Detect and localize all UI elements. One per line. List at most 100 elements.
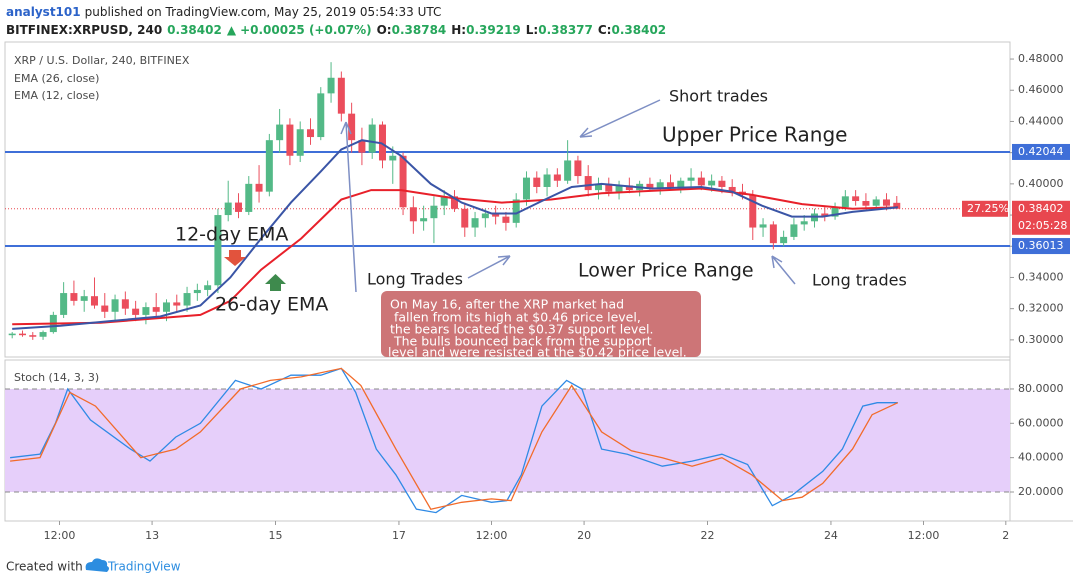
candle-body xyxy=(893,202,901,209)
annotation-arrows xyxy=(340,99,796,293)
ohlc-label: C: xyxy=(598,23,612,37)
candle-body xyxy=(337,77,345,114)
candle-body xyxy=(687,177,695,181)
candle-body xyxy=(121,299,129,309)
candle-body xyxy=(142,307,150,315)
ohlc-label: H: xyxy=(451,23,466,37)
candle-body xyxy=(286,124,294,156)
candle-body xyxy=(193,289,201,294)
candle-body xyxy=(769,224,777,244)
mark-layer xyxy=(8,62,901,514)
candle-body xyxy=(409,207,417,222)
candle-body xyxy=(461,208,469,228)
front-layer: XRP / U.S. Dollar, 240, BITFINEX EMA (26… xyxy=(6,52,1070,574)
callout-line: level and were resisted at the $0.42 pri… xyxy=(388,345,687,360)
candle-body xyxy=(584,176,592,191)
candle-body xyxy=(821,213,829,217)
candle-body xyxy=(564,160,572,181)
candle-body xyxy=(358,140,366,153)
annotation: Short trades xyxy=(669,87,768,106)
candle-body xyxy=(276,124,284,141)
candle-body xyxy=(697,177,705,186)
candle-body xyxy=(132,308,140,315)
candle-body xyxy=(183,293,191,306)
callout-box xyxy=(381,291,701,357)
candle-body xyxy=(605,183,613,192)
annotation: 26-day EMA xyxy=(215,294,328,316)
down-arrow xyxy=(224,250,246,266)
percent-tag-label: 27.25% xyxy=(967,202,1009,215)
candle-body xyxy=(646,183,654,189)
candle-body xyxy=(841,196,849,208)
candle-body xyxy=(90,296,98,306)
candle-body xyxy=(255,183,263,192)
candle-body xyxy=(553,174,561,181)
candle-body xyxy=(29,335,37,337)
candle-body xyxy=(522,177,530,200)
author: analyst101 xyxy=(6,5,81,19)
y-tick-label: 80.0000 xyxy=(1018,382,1064,395)
price-tag-label: 0.36013 xyxy=(1018,239,1064,252)
candle-body xyxy=(389,155,397,161)
candle-body xyxy=(512,199,520,223)
annotation: Upper Price Range xyxy=(662,123,847,147)
y-tick-label: 0.44000 xyxy=(1018,114,1064,127)
candle-body xyxy=(481,213,489,219)
price-tag xyxy=(1012,143,1070,160)
candle-body xyxy=(60,293,68,315)
ohlc-value: 0.38784 xyxy=(392,23,447,37)
candle-body xyxy=(440,196,448,206)
last: 0.38402 xyxy=(167,23,222,37)
y-tick-label: 0.30000 xyxy=(1018,333,1064,346)
x-tick-label: 15 xyxy=(269,529,283,542)
candle-body xyxy=(430,205,438,219)
callout-line: the bears located the $0.37 support leve… xyxy=(390,322,653,337)
candle-body xyxy=(862,201,870,206)
candle-body xyxy=(80,296,88,301)
countdown-label: 02:05:28 xyxy=(1018,219,1067,232)
candle-body xyxy=(378,124,386,161)
candle-body xyxy=(399,155,407,208)
y-tick-label: 60.0000 xyxy=(1018,416,1064,429)
candle-body xyxy=(348,113,356,141)
candle-body xyxy=(368,124,376,153)
price-tag-label: 0.38402 xyxy=(1018,202,1064,215)
x-tick-label: 12:00 xyxy=(908,529,940,542)
x-tick-label: 12:00 xyxy=(44,529,76,542)
x-tick-label: 20 xyxy=(577,529,591,542)
y-tick-label: 0.32000 xyxy=(1018,302,1064,315)
ohlc-value: 0.39219 xyxy=(466,23,521,37)
line-series xyxy=(12,139,898,330)
candle-body xyxy=(214,215,222,286)
candle-body xyxy=(872,199,880,206)
ohlc-label: L: xyxy=(526,23,538,37)
change: +0.00025 (+0.07%) xyxy=(240,23,372,37)
x-tick-label: 24 xyxy=(824,529,838,542)
candle-body xyxy=(533,177,541,187)
line-series xyxy=(10,367,899,510)
candle-body xyxy=(656,182,664,189)
candle-body xyxy=(450,196,458,209)
price-tag-label: 0.42044 xyxy=(1018,145,1064,158)
price-tag xyxy=(1012,238,1070,255)
y-tick-label: 20.0000 xyxy=(1018,485,1064,498)
candle-body xyxy=(718,180,726,187)
callout-line: On May 16, after the XRP market had xyxy=(390,297,624,312)
candle-body xyxy=(502,216,510,223)
y-tick-label: 40.0000 xyxy=(1018,451,1064,464)
x-tick-label: 12:00 xyxy=(476,529,508,542)
candle-body xyxy=(471,218,479,228)
candle-body xyxy=(492,213,500,217)
y-tick-label: 0.34000 xyxy=(1018,270,1064,283)
symbol: BITFINEX:XRPUSD, 240 xyxy=(6,23,162,37)
candle-body xyxy=(224,202,232,216)
candle-body xyxy=(594,183,602,191)
candle-body xyxy=(708,180,716,186)
candle-body xyxy=(831,207,839,217)
annotation: Long Trades xyxy=(367,270,463,289)
candle-body xyxy=(790,224,798,237)
candle-body xyxy=(296,129,304,156)
candle-body xyxy=(173,302,181,306)
annotation: 12-day EMA xyxy=(175,224,288,246)
